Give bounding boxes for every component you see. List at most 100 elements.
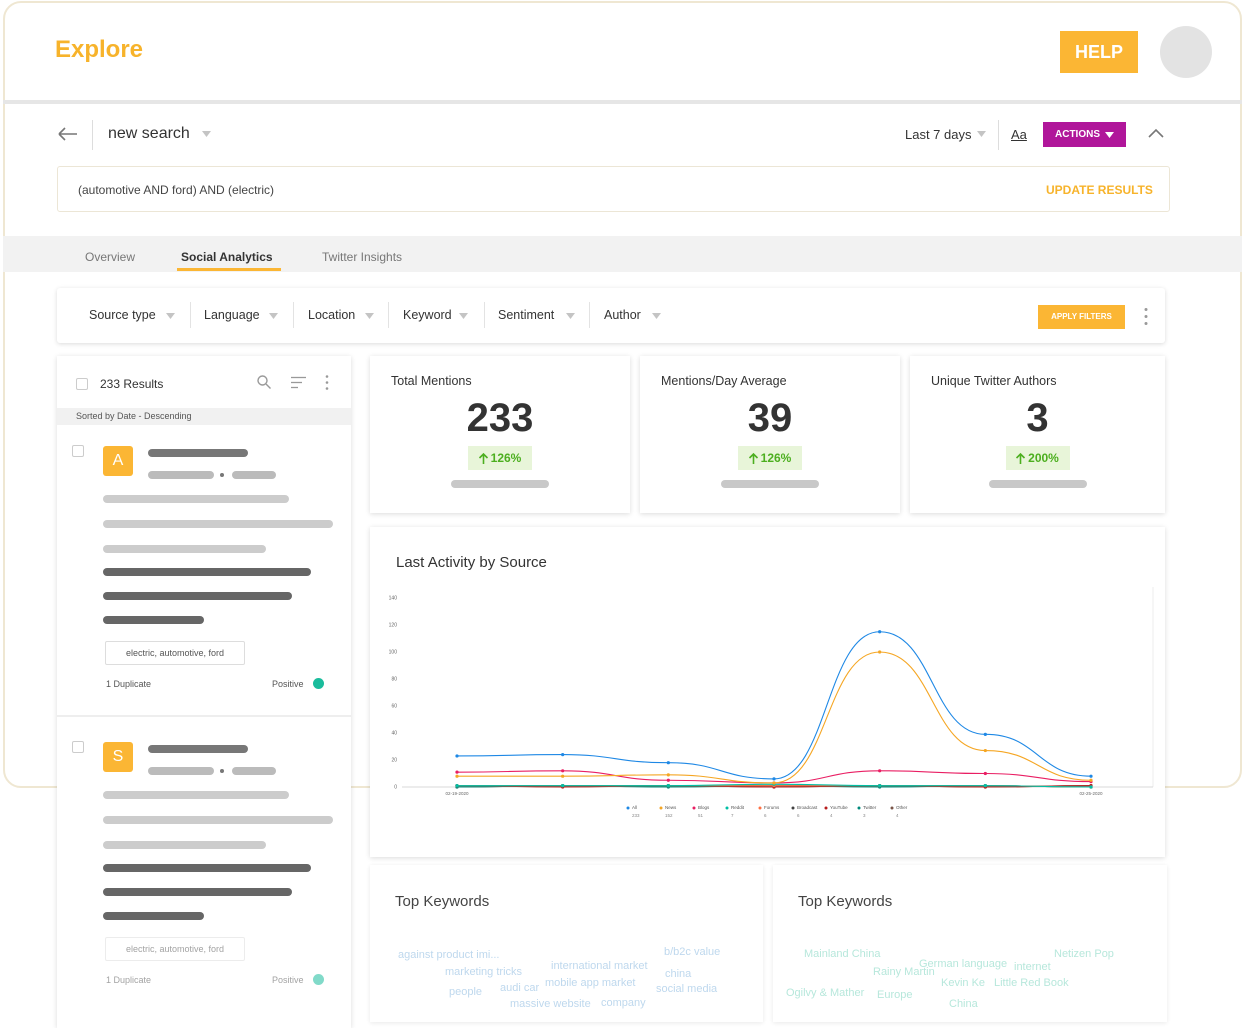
keyword[interactable]: Ogilvy & Mather [786,987,865,999]
text-placeholder [988,480,1087,488]
y-tick-label: 140 [389,595,398,601]
filter-dropdown[interactable]: Author [604,308,641,322]
sort-band [57,408,351,425]
data-point [772,777,776,781]
search-button[interactable] [257,375,271,389]
keyword[interactable]: marketing tricks [445,966,523,978]
keyword[interactable]: Kevin Ke [941,977,986,989]
page-title: Explore [55,36,144,63]
results-menu[interactable] [325,375,329,390]
legend-total: 3 [863,813,866,818]
keyword[interactable]: internet [1014,961,1051,973]
caret-icon-shape [202,131,211,137]
change-badge: 200% [1005,446,1070,470]
filter-dropdown[interactable]: Keyword [403,308,452,322]
data-point [878,769,882,773]
legend-label: Twitter [863,805,877,810]
series-line [457,651,1092,784]
caret-icon [566,313,575,319]
keyword[interactable]: Mainland China [804,948,881,960]
tab[interactable]: Social Analytics [181,250,273,264]
data-point [1089,785,1093,789]
actions-button[interactable]: ACTIONS [1043,122,1126,147]
y-tick-label: 80 [391,676,397,682]
up-arrow-icon-shape [478,452,488,464]
y-tick-label: 0 [394,784,397,790]
legend-swatch [890,806,894,810]
keyword[interactable]: social media [656,983,718,995]
keyword[interactable]: massive website [510,998,591,1010]
up-arrow-icon-shape [748,452,758,464]
y-tick-label: 100 [389,649,398,655]
text-placeholder [148,471,214,479]
filter-dropdown[interactable]: Sentiment [498,308,555,322]
select-all-checkbox[interactable] [76,378,88,390]
separator [388,302,389,328]
header-divider [3,100,1242,104]
help-button[interactable]: HELP [1060,31,1138,73]
apply-filters-button[interactable]: APPLY FILTERS [1038,305,1125,329]
keyword[interactable]: company [601,997,646,1009]
keyword[interactable]: Little Red Book [994,977,1069,989]
text-placeholder [103,912,204,920]
legend-total: 7 [731,813,734,818]
legend-label: YouTube [830,805,848,810]
data-point [983,732,987,736]
back-button[interactable] [58,127,78,141]
tab-bar [3,236,1242,272]
keyword[interactable]: people [449,986,483,998]
filter-dropdown[interactable]: Location [308,308,356,322]
filter-bar [57,288,1165,343]
data-point [983,748,987,753]
keyword[interactable]: against product imi... [398,949,500,961]
font-toggle[interactable]: Aa [1011,127,1027,142]
keyword[interactable]: audi car [500,982,540,994]
filter-dropdown[interactable]: Source type [89,308,156,322]
more-menu[interactable] [1144,308,1148,326]
line-chart: Last Activity by Source 0 20 40 60 80 100 120 14… [389,554,1154,818]
keyword[interactable]: international market [551,960,648,972]
text-placeholder [103,495,289,503]
user-avatar[interactable] [1160,26,1212,78]
sort-button[interactable] [291,376,306,389]
collapse-button[interactable] [1148,128,1164,138]
tab-underline [177,268,281,271]
menu-dot [1144,308,1148,311]
data-point [666,784,670,788]
keyword[interactable]: china [665,968,692,980]
item-checkbox[interactable] [72,741,84,753]
keyword[interactable]: Europe [877,989,913,1001]
back-button-shape [58,127,77,141]
text-placeholder [451,480,549,488]
keyword[interactable]: b/b2c value [664,946,721,958]
text-placeholder [103,841,266,849]
legend-label: News [665,805,677,810]
series-line [456,631,1092,780]
caret-icon [202,131,211,137]
data-point [983,784,987,788]
placeholder-dot [220,473,224,477]
data-point [666,761,670,765]
keywords-card [773,865,1167,1022]
update-results-button[interactable]: UPDATE RESULTS [1046,183,1153,197]
results-count: 233 Results [100,377,164,391]
keyword[interactable]: mobile app market [545,977,636,989]
y-tick-label: 120 [389,622,398,628]
keyword[interactable]: China [949,998,978,1010]
keyword[interactable]: German language [919,958,1008,970]
tab[interactable]: Twitter Insights [322,250,403,264]
separator [190,302,191,328]
keyword[interactable]: Rainy Martin [873,966,935,978]
filter-dropdown[interactable]: Language [204,308,260,322]
query-text[interactable]: (automotive AND ford) AND (electric) [78,183,275,197]
keyword[interactable]: Netizen Pop [1054,948,1114,960]
legend-total: 51 [698,813,704,818]
tab[interactable]: Overview [85,250,136,264]
item-checkbox[interactable] [72,445,84,457]
data-point [1089,778,1093,782]
date-range[interactable]: Last 7 days [905,127,972,142]
keywords-title: Top Keywords [395,893,490,910]
data-point [1089,774,1093,778]
search-name[interactable]: new search [108,125,190,142]
